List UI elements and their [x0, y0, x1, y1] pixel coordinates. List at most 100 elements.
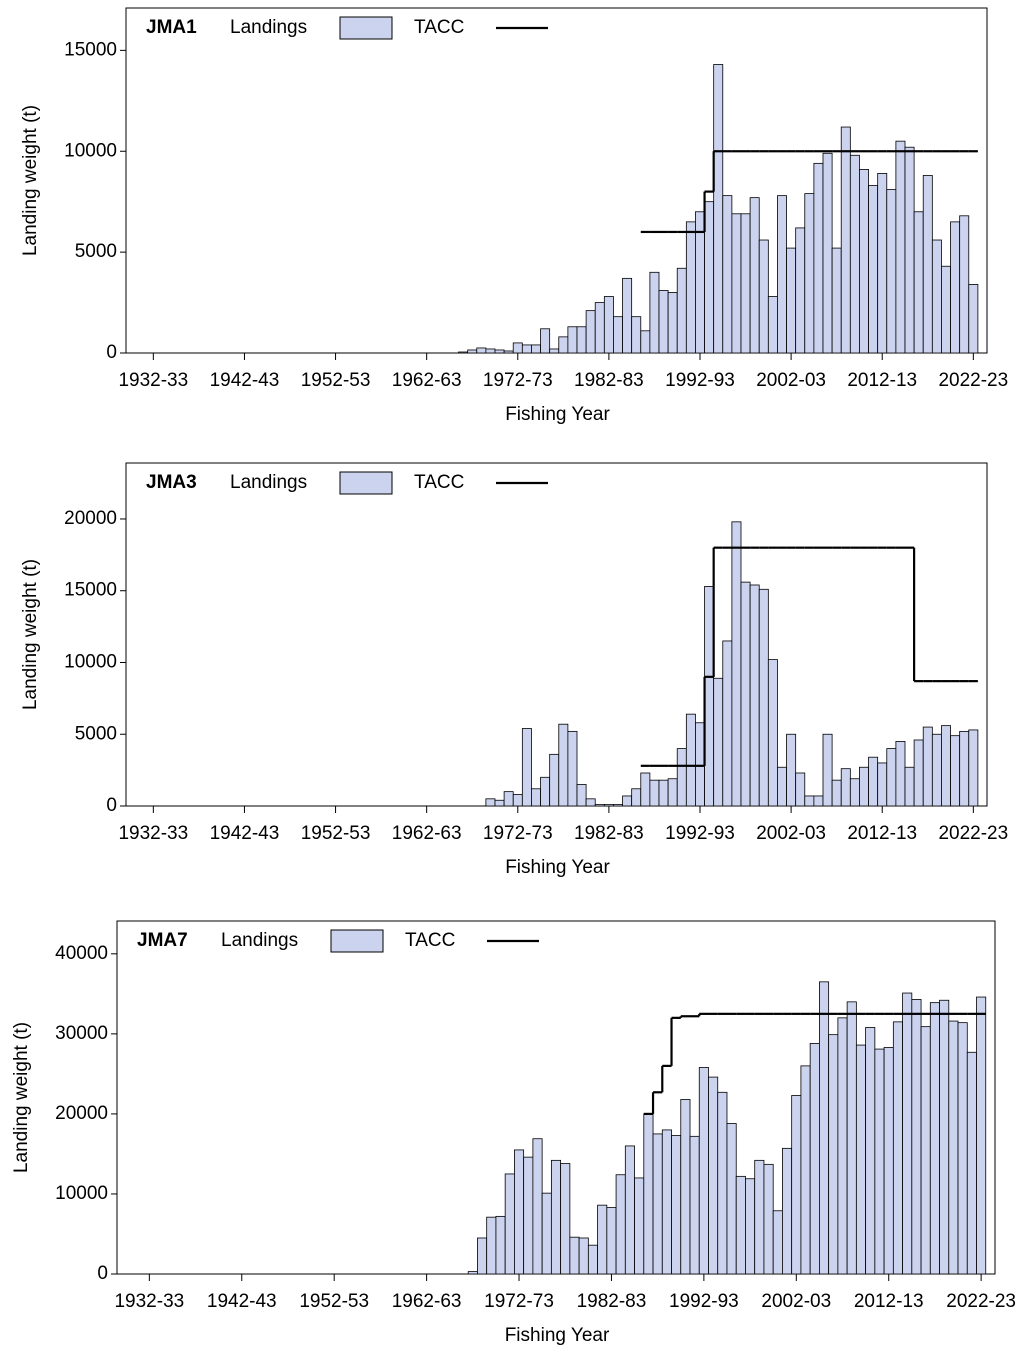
bar [476, 347, 487, 354]
bar [622, 795, 633, 807]
bar [877, 173, 888, 354]
bar [911, 999, 922, 1275]
bar [957, 1022, 968, 1275]
legend-swatch [339, 16, 393, 40]
x-tick-label: 2012-13 [847, 823, 917, 844]
bar [828, 1034, 839, 1275]
bar [782, 1147, 793, 1275]
x-axis-label: Fishing Year [505, 1325, 610, 1346]
x-tick-label: 1952-53 [301, 370, 371, 391]
x-tick-label: 1972-73 [483, 823, 553, 844]
x-tick-label: 1932-33 [118, 823, 188, 844]
y-tick-label: 30000 [55, 1023, 108, 1044]
bar [804, 193, 815, 354]
bar [849, 778, 860, 807]
bar [606, 1207, 617, 1275]
bar [540, 776, 551, 807]
bar [722, 640, 733, 807]
bar [968, 729, 979, 807]
bar [735, 1175, 746, 1275]
bar [786, 247, 797, 354]
bar [849, 154, 860, 354]
bar [649, 779, 660, 807]
x-tick-label: 2022-23 [946, 1291, 1016, 1312]
bar [968, 284, 979, 354]
bar [840, 768, 851, 807]
bar [698, 1067, 709, 1275]
y-tick-label: 40000 [55, 943, 108, 964]
bar [795, 227, 806, 354]
bar [634, 1177, 645, 1275]
bar [512, 342, 523, 354]
bar [667, 778, 678, 807]
y-tick-label: 15000 [64, 39, 117, 60]
bar [676, 748, 687, 807]
bar [920, 1026, 931, 1275]
bar [731, 213, 742, 354]
bar [822, 733, 833, 807]
legend-label: Landings [230, 17, 307, 38]
bar [904, 766, 915, 807]
y-axis-label: Landing weight (t) [11, 1022, 32, 1173]
bar [922, 175, 933, 354]
x-tick-label: 1942-43 [207, 1291, 277, 1312]
legend-label: Landings [230, 472, 307, 493]
bar [585, 798, 596, 807]
bar [485, 348, 496, 354]
panel-title: JMA1 [146, 17, 197, 38]
bar [631, 788, 642, 807]
bar [458, 351, 469, 354]
x-tick-label: 1932-33 [114, 1291, 184, 1312]
bar [745, 1178, 756, 1275]
bar [503, 791, 514, 807]
legend-swatch [330, 929, 384, 953]
x-tick-label: 1982-83 [577, 1291, 647, 1312]
bar [840, 126, 851, 354]
bar [892, 1021, 903, 1275]
bar [585, 310, 596, 354]
x-tick-label: 2022-23 [938, 823, 1008, 844]
x-tick-label: 1932-33 [118, 370, 188, 391]
bar [749, 584, 760, 807]
bar [514, 1149, 525, 1275]
y-tick-label: 10000 [64, 140, 117, 161]
bar [767, 659, 778, 807]
legend-label: TACC [414, 17, 464, 38]
y-tick-label: 15000 [64, 580, 117, 601]
bar [886, 189, 897, 354]
legend-swatch [339, 471, 393, 495]
bar [717, 1091, 728, 1275]
bar [959, 730, 970, 807]
x-tick-label: 1942-43 [210, 823, 280, 844]
bar [855, 1044, 867, 1275]
bar [541, 1192, 552, 1275]
bar [631, 316, 642, 354]
x-tick-label: 2012-13 [854, 1291, 924, 1312]
bar [726, 1123, 737, 1275]
bar [740, 581, 751, 807]
bar [749, 197, 760, 354]
x-tick-label: 1952-53 [301, 823, 371, 844]
bar [865, 1027, 876, 1275]
bar [713, 64, 724, 354]
bar [603, 804, 614, 807]
bar [569, 1236, 580, 1275]
bar [758, 588, 769, 807]
x-tick-label: 1972-73 [484, 1291, 554, 1312]
bar [567, 326, 578, 354]
bar [624, 1145, 635, 1275]
bar [685, 713, 696, 807]
y-tick-label: 10000 [64, 652, 117, 673]
bar [603, 296, 614, 354]
bar [576, 326, 587, 354]
bar [804, 795, 815, 807]
bar [846, 1001, 857, 1275]
bar [494, 799, 505, 807]
panel-title: JMA7 [137, 930, 188, 951]
bar [504, 1173, 515, 1275]
bar [931, 733, 942, 807]
bar [708, 1076, 719, 1275]
x-tick-label: 1942-43 [210, 370, 280, 391]
y-tick-label: 10000 [55, 1183, 108, 1204]
